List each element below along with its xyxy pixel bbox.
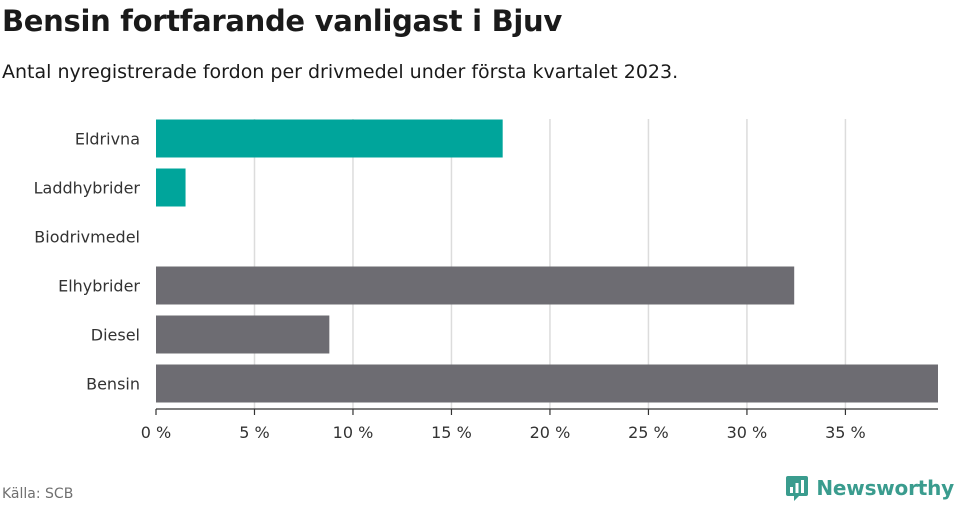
x-axis: 0 % 5 % 10 % 15 % 20 % 25 % 30 % 35 % xyxy=(141,408,938,442)
x-tick-label: 25 % xyxy=(628,423,669,442)
category-label: Laddhybrider xyxy=(34,179,141,198)
grid-lines xyxy=(253,119,847,409)
category-label: Biodrivmedel xyxy=(34,228,140,247)
category-label: Bensin xyxy=(86,375,140,394)
bar xyxy=(156,364,938,403)
bar xyxy=(156,315,330,354)
newsworthy-logo-icon xyxy=(786,476,809,501)
category-label: Diesel xyxy=(91,326,140,345)
x-tick-label: 10 % xyxy=(333,423,374,442)
bars xyxy=(156,119,938,403)
x-tick-label: 35 % xyxy=(825,423,866,442)
x-tick-label: 5 % xyxy=(239,423,269,442)
bar xyxy=(156,119,503,158)
x-tick-label: 0 % xyxy=(141,423,171,442)
bar xyxy=(156,266,795,305)
category-labels: Eldrivna Laddhybrider Biodrivmedel Elhybrid… xyxy=(34,130,141,394)
x-tick-label: 20 % xyxy=(530,423,571,442)
chart-title: Bensin fortfarande vanligast i Bjuv xyxy=(2,4,562,38)
category-label: Eldrivna xyxy=(75,130,140,149)
category-label: Elhybrider xyxy=(58,277,140,296)
brand-logo: Newsworthy xyxy=(785,474,954,502)
bar-chart: 0 % 5 % 10 % 15 % 20 % 25 % 30 % 35 % Eldrivna L… xyxy=(34,119,938,442)
chart-subtitle: Antal nyregistrerade fordon per drivmede… xyxy=(2,61,679,83)
x-tick-label: 30 % xyxy=(727,423,768,442)
brand-name: Newsworthy xyxy=(816,476,954,500)
source-note: Källa: SCB xyxy=(2,486,74,502)
x-tick-label: 15 % xyxy=(431,423,472,442)
bar xyxy=(156,168,186,207)
